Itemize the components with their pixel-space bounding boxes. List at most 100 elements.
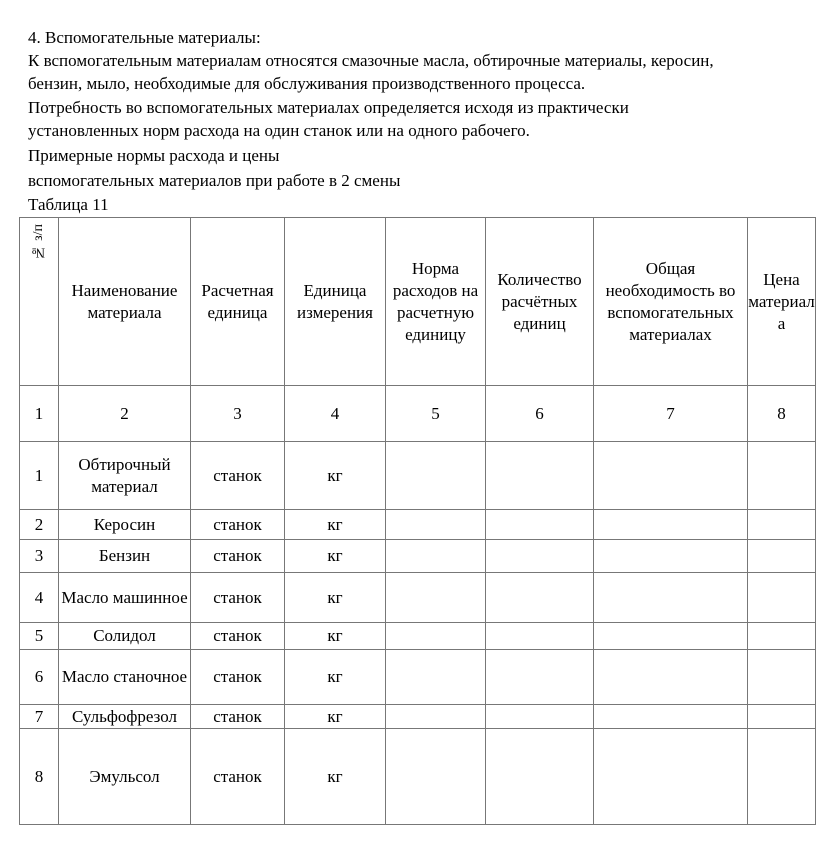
empty-cell — [485, 622, 594, 650]
empty-cell — [593, 572, 748, 623]
header-cell: № з/п — [19, 217, 59, 386]
empty-cell — [747, 728, 816, 825]
calc-unit: станок — [190, 509, 285, 540]
section-heading: 4. Вспомогательные материалы: — [28, 28, 261, 47]
empty-cell — [485, 728, 594, 825]
row-number: 3 — [19, 539, 59, 573]
paragraph-line: вспомогательных материалов при работе в … — [28, 171, 401, 190]
table-row: 3 Бензин станок кг — [19, 539, 816, 573]
empty-cell — [385, 649, 486, 705]
material-name: Бензин — [58, 539, 191, 573]
empty-cell — [385, 509, 486, 540]
empty-cell — [385, 704, 486, 729]
empty-cell — [385, 728, 486, 825]
header-cell: Единица измерения — [284, 217, 386, 386]
calc-unit: станок — [190, 649, 285, 705]
empty-cell — [747, 539, 816, 573]
paragraph-line: Примерные нормы расхода и цены — [28, 146, 280, 165]
column-number: 6 — [485, 385, 594, 442]
row-number: 8 — [19, 728, 59, 825]
table-row: 2 Керосин станок кг — [19, 509, 816, 540]
empty-cell — [747, 509, 816, 540]
empty-cell — [485, 441, 594, 510]
calc-unit: станок — [190, 539, 285, 573]
row-number: 7 — [19, 704, 59, 729]
empty-cell — [747, 704, 816, 729]
material-name: Обтирочный материал — [58, 441, 191, 510]
empty-cell — [385, 441, 486, 510]
table-row: 1 Обтирочный материал станок кг — [19, 441, 816, 510]
measure-unit: кг — [284, 622, 386, 650]
measure-unit: кг — [284, 539, 386, 573]
empty-cell — [485, 572, 594, 623]
material-name: Масло станочное — [58, 649, 191, 705]
column-number: 1 — [19, 385, 59, 442]
empty-cell — [593, 622, 748, 650]
empty-cell — [593, 539, 748, 573]
empty-cell — [747, 622, 816, 650]
empty-cell — [485, 509, 594, 540]
empty-cell — [385, 622, 486, 650]
material-name: Эмульсол — [58, 728, 191, 825]
row-number: 4 — [19, 572, 59, 623]
empty-cell — [593, 649, 748, 705]
paragraph-line: Потребность во вспомогательных материала… — [28, 98, 629, 117]
header-row: № з/п Наименование материала Расчетная е… — [19, 217, 816, 386]
table-row: 6 Масло станочное станок кг — [19, 649, 816, 705]
empty-cell — [485, 704, 594, 729]
empty-cell — [747, 649, 816, 705]
row-number: 2 — [19, 509, 59, 540]
header-cell: Цена материала — [747, 217, 816, 386]
calc-unit: станок — [190, 572, 285, 623]
material-name: Керосин — [58, 509, 191, 540]
row-number: 6 — [19, 649, 59, 705]
column-number: 2 — [58, 385, 191, 442]
header-cell: Общая необходимость во вспомогательных м… — [593, 217, 748, 386]
measure-unit: кг — [284, 728, 386, 825]
empty-cell — [747, 572, 816, 623]
header-cell: Расчетная единица — [190, 217, 285, 386]
column-number: 3 — [190, 385, 285, 442]
column-number: 5 — [385, 385, 486, 442]
empty-cell — [593, 728, 748, 825]
empty-cell — [747, 441, 816, 510]
measure-unit: кг — [284, 649, 386, 705]
material-name: Масло машинное — [58, 572, 191, 623]
material-name: Солидол — [58, 622, 191, 650]
paragraph-line: установленных норм расхода на один стано… — [28, 121, 530, 140]
empty-cell — [593, 441, 748, 510]
header-cell: Количество расчётных единиц — [485, 217, 594, 386]
measure-unit: кг — [284, 441, 386, 510]
calc-unit: станок — [190, 441, 285, 510]
empty-cell — [385, 539, 486, 573]
material-name: Сульфофрезол — [58, 704, 191, 729]
column-number-row: 1 2 3 4 5 6 7 8 — [19, 385, 816, 442]
calc-unit: станок — [190, 622, 285, 650]
measure-unit: кг — [284, 509, 386, 540]
column-number: 7 — [593, 385, 748, 442]
empty-cell — [485, 539, 594, 573]
empty-cell — [593, 704, 748, 729]
paragraph-line: бензин, мыло, необходимые для обслуживан… — [28, 74, 586, 93]
empty-cell — [385, 572, 486, 623]
header-text: № з/п — [31, 224, 46, 260]
materials-table: № з/п Наименование материала Расчетная е… — [19, 217, 816, 825]
empty-cell — [593, 509, 748, 540]
table-caption: Таблица 11 — [28, 195, 109, 214]
measure-unit: кг — [284, 572, 386, 623]
table-row: 7 Сульфофрезол станок кг — [19, 704, 816, 729]
header-cell: Наименование материала — [58, 217, 191, 386]
table-row: 5 Солидол станок кг — [19, 622, 816, 650]
table-row: 8 Эмульсол станок кг — [19, 728, 816, 825]
column-number: 8 — [747, 385, 816, 442]
paragraph-line: К вспомогательным материалам относятся с… — [28, 51, 714, 70]
row-number: 1 — [19, 441, 59, 510]
empty-cell — [485, 649, 594, 705]
column-number: 4 — [284, 385, 386, 442]
calc-unit: станок — [190, 728, 285, 825]
row-number: 5 — [19, 622, 59, 650]
header-cell: Норма расходов на расчетную единицу — [385, 217, 486, 386]
calc-unit: станок — [190, 704, 285, 729]
measure-unit: кг — [284, 704, 386, 729]
table-row: 4 Масло машинное станок кг — [19, 572, 816, 623]
